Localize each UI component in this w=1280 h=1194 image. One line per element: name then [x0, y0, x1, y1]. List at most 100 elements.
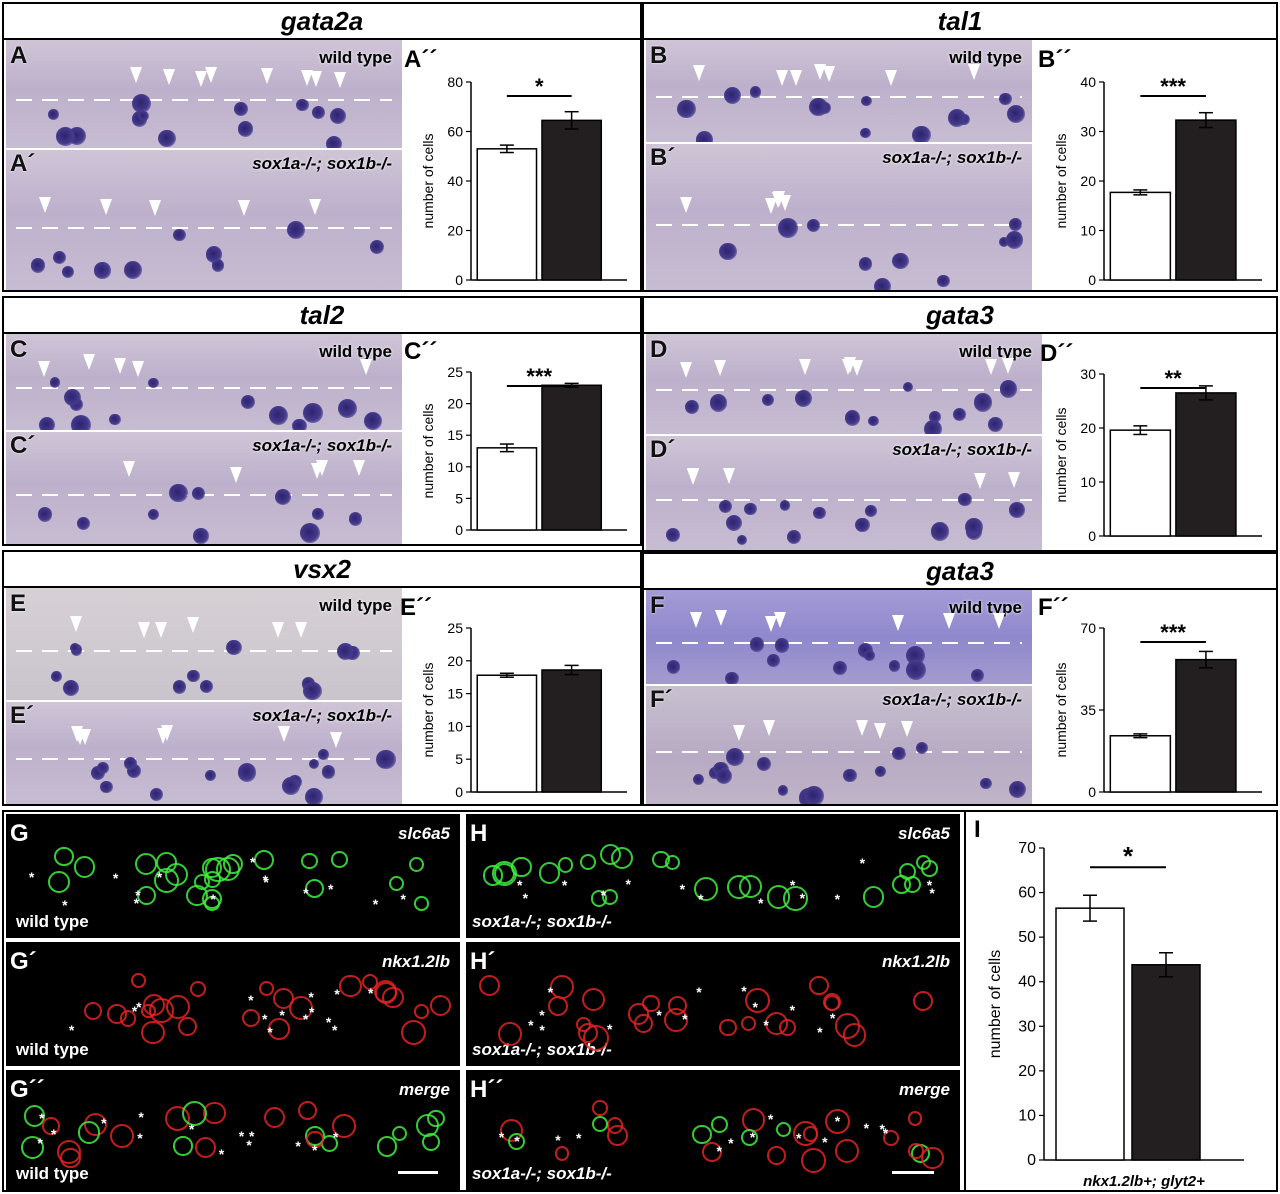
fluorescent-cell — [766, 885, 790, 909]
stained-cell — [902, 381, 914, 393]
fluorescent-cell — [331, 851, 348, 868]
arrowhead-marker — [722, 468, 735, 485]
arrowhead-marker — [204, 67, 217, 84]
fluorescent-cell — [547, 996, 568, 1017]
stained-cell — [169, 484, 188, 503]
fluorescent-cell — [427, 1109, 446, 1128]
fluorescent-cell — [913, 991, 934, 1012]
stained-cell — [94, 262, 111, 279]
stained-cell — [744, 502, 757, 516]
fluorescent-cell — [719, 1018, 737, 1037]
arrowhead-marker — [690, 612, 703, 629]
stained-cell — [973, 393, 993, 413]
stained-cell — [774, 638, 790, 653]
y-tick-label: 0 — [1027, 1152, 1036, 1169]
arrowhead-marker — [82, 354, 95, 371]
cell-asterisk: * — [131, 1002, 138, 1019]
fluorescent-cell — [374, 981, 397, 1004]
panel-title: tal1 — [644, 4, 1276, 40]
cell-asterisk: * — [137, 1130, 143, 1147]
chart-label: D´´ — [1040, 340, 1074, 367]
arrowhead-marker — [300, 70, 313, 87]
arrowhead-marker — [69, 615, 82, 632]
cell-asterisk: * — [796, 1129, 802, 1146]
fluorescent-cell — [663, 1008, 688, 1033]
y-axis-label: number of cells — [420, 404, 436, 499]
arrowhead-marker — [984, 358, 997, 375]
fluorescent-cell — [338, 974, 362, 998]
fluorescent-cell — [538, 862, 561, 885]
fluorescent-cell — [767, 1146, 787, 1166]
stained-cell — [833, 660, 848, 675]
stained-cell — [923, 420, 942, 434]
stained-cell — [308, 759, 319, 770]
stained-cell — [304, 787, 324, 804]
fluorescent-cell — [920, 1146, 944, 1170]
fluorescent-cell — [23, 1105, 46, 1127]
cell-asterisk: * — [303, 885, 309, 902]
fluorescent-cell — [740, 1016, 756, 1032]
marker-label: nkx1.2lb — [381, 952, 450, 971]
significance-stars: ** — [1165, 366, 1183, 391]
panel-title: vsx2 — [4, 552, 640, 588]
fluorescent-cell — [642, 994, 660, 1013]
stained-cell — [929, 411, 941, 423]
stained-cell — [282, 776, 301, 795]
fluorescent-cell — [258, 980, 275, 997]
arrowhead-marker — [113, 358, 126, 375]
arrowhead-marker — [157, 728, 170, 745]
fluorescent-cell — [413, 1003, 429, 1019]
y-tick-label: 30 — [1018, 1018, 1036, 1035]
stained-cell — [736, 535, 747, 546]
genotype-label: wild type — [959, 342, 1032, 361]
cell-asterisk: * — [656, 1006, 662, 1023]
stained-cell — [1008, 780, 1026, 798]
fluorescent-cell — [194, 1136, 216, 1158]
stained-cell — [777, 784, 789, 796]
arrowhead-marker — [73, 729, 86, 746]
micrograph-bottom: B´ sox1a-/-; sox1b-/- — [646, 144, 1032, 290]
genotype-label: sox1a-/-; sox1b-/- — [252, 706, 392, 725]
arrowhead-marker — [763, 719, 776, 736]
cell-asterisk: * — [539, 1022, 545, 1039]
fluorescent-cell — [825, 1108, 851, 1135]
fluorescent-cell — [288, 995, 314, 1021]
arrowhead-marker — [686, 468, 699, 485]
fluorescent-cell — [136, 886, 156, 906]
panel-label: B´ — [650, 144, 676, 171]
panel-label: A — [10, 42, 28, 69]
fluorescent-cell — [742, 1108, 766, 1132]
stained-cell — [696, 131, 714, 142]
stained-cell — [953, 408, 967, 422]
ventral-boundary-line — [16, 227, 392, 229]
genotype-label: wild type — [319, 596, 392, 615]
chart-label: F´´ — [1038, 594, 1069, 621]
fluorescent-cell — [173, 1136, 193, 1156]
stained-cell — [692, 773, 705, 785]
panel-label: G´ — [10, 948, 37, 975]
genotype-label: sox1a-/-; sox1b-/- — [472, 912, 612, 931]
arrowhead-marker — [309, 199, 322, 216]
stained-cell — [149, 787, 164, 802]
stained-cell — [240, 395, 256, 410]
stained-cell — [855, 517, 870, 532]
bar — [1055, 907, 1125, 1161]
fluorescent-cell — [702, 1142, 723, 1163]
stained-cell — [61, 265, 75, 278]
arrowhead-marker — [714, 360, 727, 377]
marker-label: nkx1.2lb — [881, 952, 950, 971]
y-tick-label: 0 — [455, 784, 463, 800]
stained-cell — [718, 500, 732, 514]
fluorescent-cell — [202, 858, 222, 878]
fluorescent-cell — [391, 1125, 408, 1141]
cell-asterisk: * — [334, 986, 340, 1003]
stained-cell — [131, 94, 151, 114]
y-tick-label: 40 — [447, 173, 463, 189]
cell-asterisk: * — [248, 1127, 255, 1144]
bar-chart: 0 10 20 30 40 50 60 70 number of cells * nkx1.2lb+… — [987, 840, 1244, 1190]
stained-cell — [292, 418, 307, 430]
fluorescent-cell — [915, 854, 932, 870]
fluorescent-cell — [414, 896, 429, 911]
cell-asterisk: * — [101, 1115, 107, 1132]
stained-cell — [38, 507, 53, 522]
